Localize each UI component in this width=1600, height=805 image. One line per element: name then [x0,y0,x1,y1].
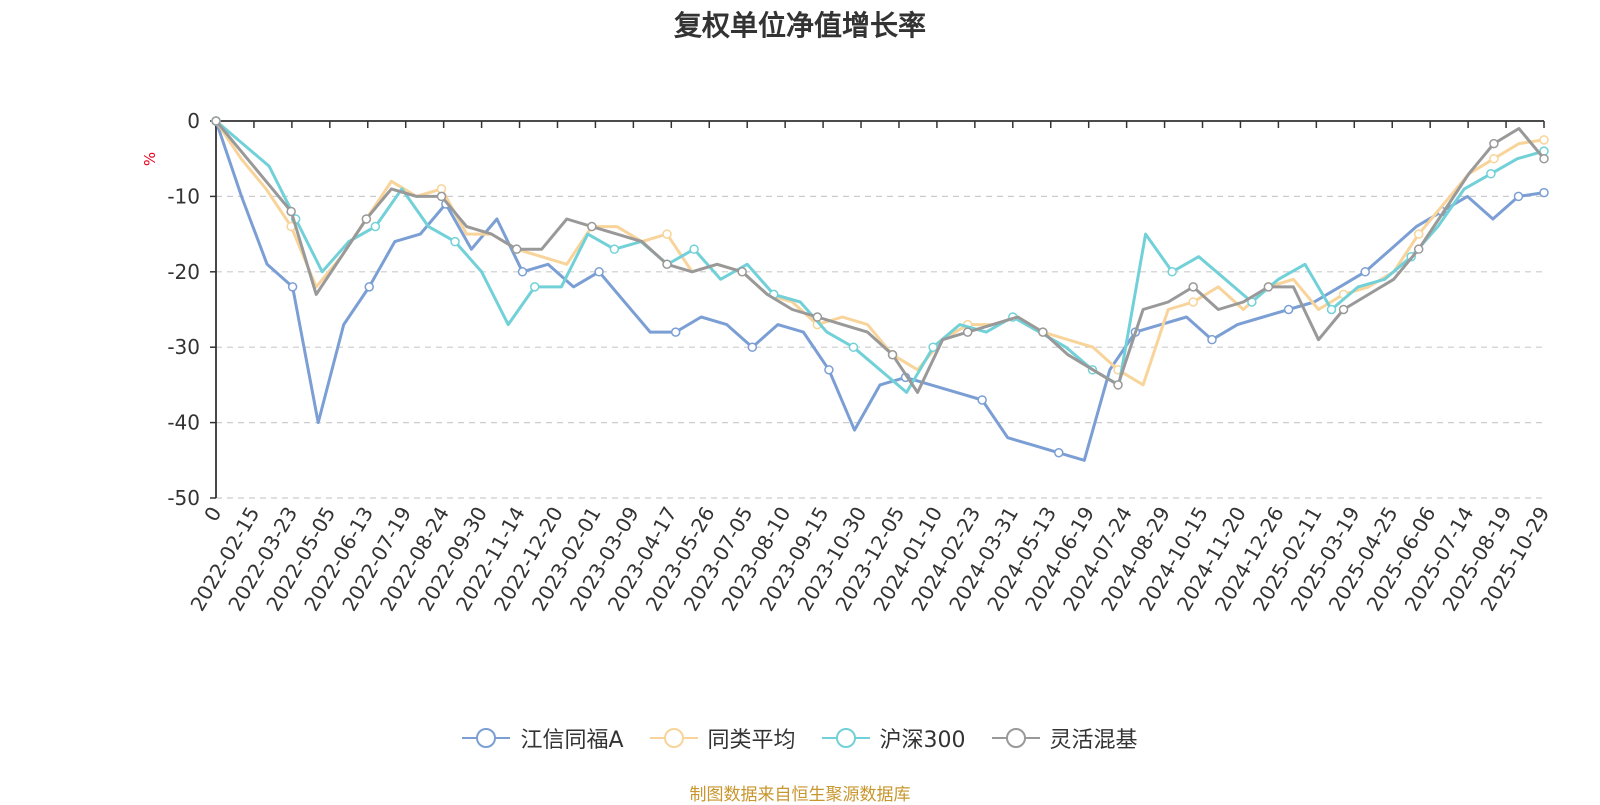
data-point [747,342,758,352]
legend-marker-icon [991,728,1040,748]
line-chart: 0-10-20-30-40-5002022-02-152022-03-23202… [167,109,1554,615]
data-point [1486,169,1496,179]
data-point [1489,153,1499,164]
data-point [1188,297,1198,307]
y-tick-label: -30 [167,335,200,359]
data-point [594,267,604,277]
data-point [511,244,522,254]
y-tick-label: -40 [167,411,200,435]
data-point [737,267,747,277]
data-point [361,214,372,224]
x-tick-label: 0 [199,503,226,526]
data-point [436,191,447,202]
y-tick-label: -50 [167,486,200,510]
chart-title: 复权单位净值增长率 [673,9,926,42]
data-point [1283,304,1294,315]
data-point [689,244,699,254]
data-point [517,267,528,277]
data-point [662,259,672,270]
legend-item[interactable]: 江信同福A [462,722,624,754]
data-point [1539,135,1549,145]
data-point [286,206,296,217]
legend-label: 灵活混基 [1049,728,1138,753]
legend-marker-icon [649,728,698,748]
data-point [962,327,973,337]
data-point [1113,380,1123,390]
data-point [529,282,540,292]
data-point [1413,244,1424,254]
data-point [370,221,381,232]
legend: 江信同福A 同类平均 沪深300 灵活混基 [0,722,1600,754]
data-point [1539,187,1549,198]
y-tick-label: -10 [167,184,200,208]
grid-lines [216,195,1544,499]
series-1 [211,116,1549,462]
data-point [662,229,672,239]
legend-circle [835,728,856,748]
data-point [670,327,681,337]
data-point [848,342,859,352]
data-point [977,395,987,405]
legend-marker-icon [821,728,870,748]
data-point [812,312,823,322]
legend-label: 沪深300 [879,728,966,753]
data-point [1513,191,1524,202]
tick-labels: 0-10-20-30-40-5002022-02-152022-03-23202… [167,109,1554,615]
legend-circle [1005,728,1026,748]
data-point [287,282,298,292]
legend-circle [476,728,497,748]
legend-item[interactable]: 灵活混基 [991,722,1138,754]
series-4 [211,116,1549,394]
legend-item[interactable]: 沪深300 [821,722,966,754]
y-tick-label: 0 [187,109,200,133]
series-3 [211,116,1549,394]
legend-item[interactable]: 同类平均 [649,722,796,754]
data-point [1207,334,1217,345]
data-point [609,244,620,254]
data-point [824,365,834,375]
data-point [364,282,374,292]
data-point [211,116,221,126]
data-point [587,221,597,232]
series-line [215,119,1545,394]
data-point [1489,138,1499,149]
data-point [1054,448,1064,458]
legend-label: 同类平均 [707,728,796,753]
data-point [928,342,938,352]
data-point [1263,282,1274,292]
data-point [1326,304,1337,315]
data-point [1038,327,1048,337]
source-note: 制图数据来自恒生聚源数据库 [689,785,911,805]
y-tick-label: -20 [167,260,200,284]
data-point [450,236,460,247]
legend-marker-icon [462,728,511,748]
data-point [1413,229,1424,239]
data-point [1188,282,1198,292]
series-lines [211,116,1549,462]
legend-circle [663,728,684,748]
data-point [887,349,898,360]
series-line [214,120,1546,394]
legend-label: 江信同福A [520,728,624,753]
data-point [1539,153,1549,164]
data-point [1167,267,1177,277]
axes [210,120,1545,499]
data-point [1360,267,1370,277]
data-point [1338,304,1349,315]
